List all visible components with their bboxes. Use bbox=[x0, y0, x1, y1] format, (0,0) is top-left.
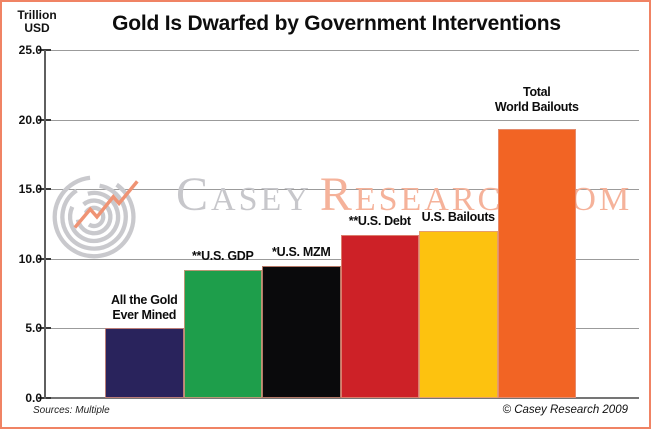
bar-label: **U.S. GDP bbox=[191, 248, 254, 263]
y-axis-line bbox=[44, 50, 46, 399]
bar-u-s-mzm bbox=[262, 265, 341, 398]
bar-label: **U.S. Debt bbox=[348, 214, 411, 229]
y-tick-label: 15.0 bbox=[18, 182, 42, 197]
gridline bbox=[45, 50, 639, 51]
bar-u-s-bailouts bbox=[419, 230, 498, 398]
sources-note: Sources: Multiple bbox=[33, 405, 110, 416]
bar-total-world-bailouts bbox=[497, 129, 576, 398]
bar-u-s-debt bbox=[340, 235, 419, 398]
plot-area: All the Gold Ever Mined **U.S. GDP *U.S. MZ… bbox=[45, 50, 639, 398]
y-tick-label: 5.0 bbox=[25, 321, 42, 336]
x-axis-baseline bbox=[45, 397, 639, 399]
y-axis-unit-line2: USD bbox=[24, 21, 50, 35]
chart-title: Gold Is Dwarfed by Government Interventi… bbox=[112, 12, 561, 35]
y-tick-label: 0.0 bbox=[25, 391, 42, 405]
bar-all-the-gold-ever-mined bbox=[105, 328, 184, 398]
y-tick-label: 10.0 bbox=[18, 251, 42, 266]
bar-label: U.S. Bailouts bbox=[421, 209, 496, 224]
y-axis-unit-line1: Trillion bbox=[17, 8, 57, 22]
y-axis-unit: Trillion USD bbox=[10, 9, 64, 35]
y-tick-label: 25.0 bbox=[18, 43, 42, 57]
gridline bbox=[45, 119, 639, 121]
y-tick-label: 20.0 bbox=[18, 112, 42, 127]
bar-u-s-gdp bbox=[183, 269, 262, 398]
copyright-note: © Casey Research 2009 bbox=[502, 404, 628, 416]
bar-label: All the Gold Ever Mined bbox=[110, 293, 178, 323]
bar-label: Total World Bailouts bbox=[494, 85, 579, 115]
gridline bbox=[45, 189, 639, 191]
bar-label: *U.S. MZM bbox=[272, 244, 331, 259]
